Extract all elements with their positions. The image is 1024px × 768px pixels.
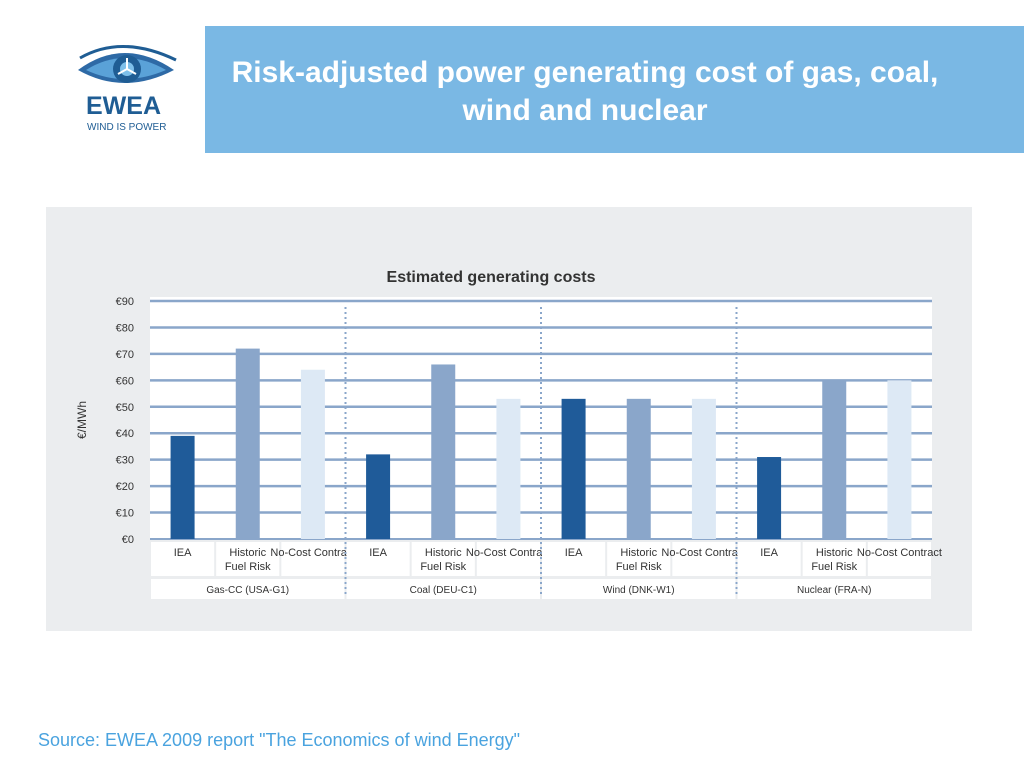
y-tick-label: €0 [122, 534, 134, 546]
bar [235, 348, 260, 539]
x-tick-label: Historic [425, 547, 462, 559]
group-label: Nuclear (FRA-N) [797, 585, 871, 596]
y-tick-label: €90 [116, 296, 134, 308]
category-cell [346, 542, 410, 576]
x-tick-label: Fuel Risk [811, 561, 857, 573]
bar [431, 364, 456, 539]
category-cell [737, 542, 801, 576]
bar [561, 398, 586, 539]
category-cell [151, 542, 215, 576]
bar [300, 369, 325, 539]
bar [366, 454, 391, 539]
group-label: Wind (DNK-W1) [603, 585, 675, 596]
bar [626, 398, 651, 539]
y-tick-label: €80 [116, 322, 134, 334]
y-tick-label: €40 [116, 428, 134, 440]
x-tick-label: Fuel Risk [616, 561, 662, 573]
category-cell [607, 542, 671, 576]
x-tick-label: No-Cost Contract [466, 547, 551, 559]
y-tick-label: €30 [116, 455, 134, 467]
chart-panel: Estimated generating costs €/MWh €0 €10 €20 €… [46, 207, 972, 631]
group-label-cell [151, 579, 345, 599]
x-tick-label: Historic [229, 547, 266, 559]
logo-text: EWEA [86, 92, 161, 120]
ewea-eye-logo-icon [78, 45, 177, 83]
x-tick-label: No-Cost Contract [270, 547, 355, 559]
y-tick-label: €50 [116, 402, 134, 414]
x-tick-label: Fuel Risk [225, 561, 271, 573]
source-caption: Source: EWEA 2009 report "The Economics … [38, 730, 521, 750]
category-cell [802, 542, 866, 576]
chart-title: Estimated generating costs [387, 269, 596, 286]
page-title: Risk-adjusted power generating cost of g… [231, 56, 939, 127]
x-tick-label: IEA [174, 547, 192, 559]
title-banner: Risk-adjusted power generating cost of g… [205, 26, 1024, 153]
bar [887, 380, 912, 539]
y-tick-label: €60 [116, 375, 134, 387]
group-label: Gas-CC (USA-G1) [206, 585, 289, 596]
y-tick-label: €10 [116, 508, 134, 520]
x-tick-label: IEA [760, 547, 778, 559]
x-tick-label: No-Cost Contract [857, 547, 942, 559]
group-label-cell [346, 579, 540, 599]
x-tick-label: Historic [816, 547, 853, 559]
x-tick-label: IEA [565, 547, 583, 559]
category-cell [411, 542, 475, 576]
x-tick-label: Fuel Risk [420, 561, 466, 573]
bar [691, 398, 716, 539]
category-cell [542, 542, 606, 576]
category-cell [281, 542, 345, 576]
x-tick-label: No-Cost Contract [661, 547, 746, 559]
y-tick-label: €70 [116, 349, 134, 361]
x-tick-label: IEA [369, 547, 387, 559]
group-label: Coal (DEU-C1) [410, 585, 477, 596]
category-cell [867, 542, 931, 576]
category-cell [476, 542, 540, 576]
y-axis-label: €/MWh [75, 401, 89, 439]
bar [170, 435, 195, 539]
bar-chart: Estimated generating costs €/MWh €0 €10 €20 €… [75, 269, 942, 599]
group-label-cell [737, 579, 931, 599]
bar [822, 380, 847, 539]
group-label-cell [542, 579, 736, 599]
logo-tagline: WIND IS POWER [87, 122, 167, 133]
x-tick-label: Historic [620, 547, 657, 559]
category-cell [216, 542, 280, 576]
bar [496, 398, 521, 539]
category-cell [672, 542, 736, 576]
y-tick-label: €20 [116, 481, 134, 493]
bar [757, 457, 782, 539]
